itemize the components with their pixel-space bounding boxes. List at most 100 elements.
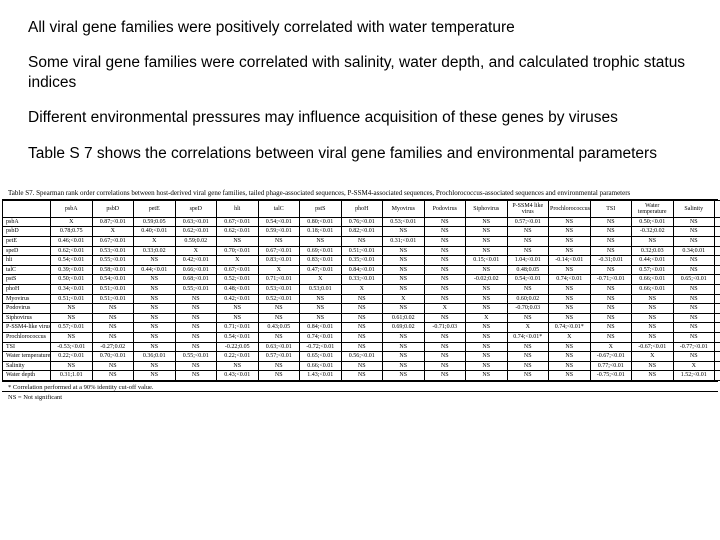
table-row: psbAX0.87;<0.010.59;0.050.63;<0.010.67;<… <box>3 217 720 227</box>
cell: 0.53;<0.01 <box>383 217 425 227</box>
cell: NS <box>134 285 176 295</box>
cell: 0.48;<0.01 <box>217 285 259 295</box>
cell: 0.31;1.01 <box>51 371 93 381</box>
cell: NS <box>424 371 466 381</box>
cell: NS <box>175 304 217 314</box>
cell: X <box>175 246 217 256</box>
cell: NS <box>424 246 466 256</box>
table-row: petE0.46;<0.010.67;<0.01X0.59;0.02NSNSNS… <box>3 237 720 247</box>
cell: 0.62;<0.01 <box>51 246 93 256</box>
cell: 1.43;<0.01 <box>300 371 342 381</box>
cell: 0.48;0.05 <box>507 265 549 275</box>
cell: NS <box>507 285 549 295</box>
cell: 0.57;<0.01 <box>258 352 300 362</box>
cell: NS <box>549 237 591 247</box>
cell: NS <box>51 333 93 343</box>
row-label: speD <box>3 246 51 256</box>
cell: -0.02;0.02 <box>466 275 508 285</box>
cell: 0.35;<0.01 <box>341 256 383 266</box>
cell: NS <box>549 342 591 352</box>
cell: X <box>300 275 342 285</box>
cell: NS <box>134 304 176 314</box>
para-3: Different environmental pressures may in… <box>28 108 692 127</box>
cell: NS <box>300 313 342 323</box>
cell: NS <box>590 227 632 237</box>
cell: 0.22;<0.01 <box>217 352 259 362</box>
cell: X <box>466 313 508 323</box>
table-body: psbAX0.87;<0.010.59;0.050.63;<0.010.67;<… <box>3 217 720 380</box>
cell: NS <box>217 304 259 314</box>
table-row: talC0.39;<0.010.58;<0.010.44;<0.010.66;<… <box>3 265 720 275</box>
col-header: talC <box>258 200 300 217</box>
cell: X <box>507 323 549 333</box>
cell: 0.42;<0.01 <box>217 294 259 304</box>
cell: NS <box>673 294 715 304</box>
cell: NS <box>715 285 720 295</box>
cell: 0.82;<0.01 <box>341 227 383 237</box>
cell: 0.74;<0.01* <box>507 333 549 343</box>
cell: NS <box>92 371 134 381</box>
cell: 0.69;<0.01 <box>300 246 342 256</box>
cell: NS <box>92 304 134 314</box>
cell: 0.66;<0.01 <box>632 275 674 285</box>
row-label: petE <box>3 237 51 247</box>
cell: NS <box>590 246 632 256</box>
cell: NS <box>175 294 217 304</box>
table-row: Water temperature0.22;<0.010.70;<0.010.3… <box>3 352 720 362</box>
col-header: phoH <box>341 200 383 217</box>
cell: 0.53;<0.01 <box>258 285 300 295</box>
row-label: Water temperature <box>3 352 51 362</box>
cell: NS <box>258 361 300 371</box>
table-footnote-2: NS = Not significant <box>2 391 718 401</box>
cell: -0.75;<0.01 <box>715 342 720 352</box>
cell: 0.34;0.01 <box>673 246 715 256</box>
cell: NS <box>424 342 466 352</box>
cell: NS <box>341 342 383 352</box>
cell: -0.75;<0.01 <box>590 371 632 381</box>
cell: NS <box>175 371 217 381</box>
col-header: pstS <box>300 200 342 217</box>
col-header: Water temperature <box>632 200 674 217</box>
cell: NS <box>217 313 259 323</box>
cell: NS <box>175 342 217 352</box>
cell: NS <box>590 217 632 227</box>
cell: NS <box>51 313 93 323</box>
cell: 0.65;<0.01 <box>673 275 715 285</box>
cell: NS <box>466 246 508 256</box>
cell: NS <box>673 285 715 295</box>
cell: 0.57;<0.01 <box>51 323 93 333</box>
table-row: psbD0.78;0.75X0.40;<0.010.62;<0.010.62;<… <box>3 227 720 237</box>
cell: NS <box>632 323 674 333</box>
table-row: speD0.62;<0.010.53;<0.010.33;0.02X0.70;<… <box>3 246 720 256</box>
cell: NS <box>383 333 425 343</box>
cell: NS <box>715 227 720 237</box>
cell: 0.74;<0.01* <box>549 323 591 333</box>
cell: 0.52;<0.01 <box>258 294 300 304</box>
cell: 0.83;<0.01 <box>258 256 300 266</box>
cell: NS <box>175 313 217 323</box>
cell: NS <box>507 227 549 237</box>
cell: NS <box>715 246 720 256</box>
cell: -0.27;0.02 <box>92 342 134 352</box>
cell: X <box>424 304 466 314</box>
cell: NS <box>424 361 466 371</box>
cell: -0.67;<0.01 <box>632 342 674 352</box>
cell: 0.54;<0.01 <box>507 275 549 285</box>
col-header: Myovirus <box>383 200 425 217</box>
row-label: pstS <box>3 275 51 285</box>
cell: 0.78;0.75 <box>51 227 93 237</box>
cell: 0.67;<0.01 <box>217 265 259 275</box>
cell: -0.67;<0.01 <box>590 352 632 362</box>
table-row: phoH0.34;<0.010.51;<0.01NS0.55;<0.010.48… <box>3 285 720 295</box>
cell: 0.57;<0.01 <box>632 265 674 275</box>
cell: NS <box>590 285 632 295</box>
cell: NS <box>383 227 425 237</box>
col-header: TSI <box>590 200 632 217</box>
cell: NS <box>383 256 425 266</box>
cell: NS <box>134 294 176 304</box>
cell: 0.43;<0.01 <box>715 256 720 266</box>
cell: NS <box>507 246 549 256</box>
cell: 0.53;<0.01 <box>92 246 134 256</box>
cell: NS <box>466 227 508 237</box>
cell: NS <box>383 275 425 285</box>
